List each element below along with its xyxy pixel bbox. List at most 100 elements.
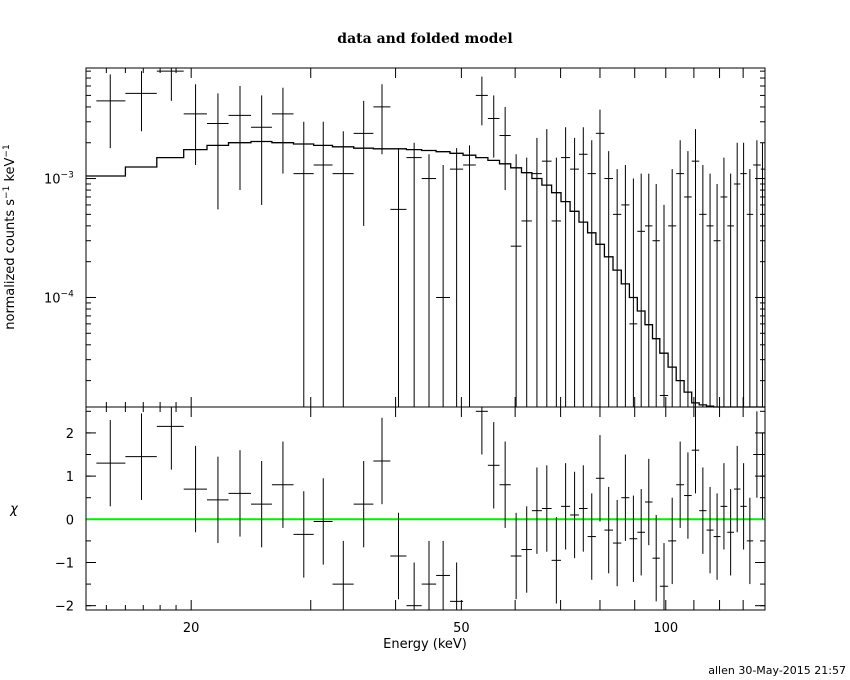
data-point — [183, 84, 207, 165]
residual-point — [612, 499, 622, 587]
data-point — [699, 164, 707, 407]
residual-point — [406, 562, 422, 610]
data-point — [629, 178, 638, 407]
spectrum-panel: 10−3 10−4 — [44, 68, 766, 610]
data-point — [570, 137, 579, 407]
data-point — [676, 140, 685, 407]
data-point — [720, 157, 728, 407]
chart-title: data and folded model — [337, 31, 512, 47]
data-point — [645, 173, 653, 407]
x-axis-label: Energy (keV) — [383, 637, 467, 652]
data-point — [228, 85, 252, 191]
y-tick-label: 10−4 — [44, 289, 74, 306]
data-point — [96, 74, 126, 149]
data-point — [463, 145, 476, 407]
y-tick-label: 1 — [66, 470, 74, 485]
residual-point — [156, 407, 184, 470]
data-point — [521, 157, 532, 407]
residual-point — [645, 458, 653, 546]
data-point — [541, 129, 552, 407]
data-point — [595, 109, 605, 407]
data-point — [578, 127, 588, 407]
model-curve — [86, 140, 765, 408]
residual-point — [228, 450, 252, 537]
residual-point — [604, 486, 613, 574]
residual-point — [727, 489, 734, 576]
residual-point — [561, 463, 571, 550]
residual-point — [510, 512, 522, 600]
y-label-exp1: −1 — [2, 186, 12, 199]
data-point — [373, 84, 391, 155]
data-point — [691, 129, 700, 407]
residual-point — [421, 540, 437, 610]
data-point — [713, 183, 721, 407]
residual-point — [373, 417, 391, 505]
residual-point — [652, 514, 660, 602]
data-point — [406, 142, 422, 407]
timestamp-footer: allen 30-May-2015 21:57 — [708, 664, 846, 677]
data-point — [475, 76, 488, 126]
spectrum-y-label: normalized counts s−1 keV−1 — [2, 144, 18, 329]
data-point — [733, 142, 741, 407]
residual-point — [760, 432, 765, 520]
residual-point — [125, 413, 157, 500]
x-tick-label: 50 — [453, 621, 470, 636]
data-point — [531, 137, 542, 407]
residual-point — [706, 486, 714, 574]
residual-point — [621, 454, 630, 541]
x-tick-label: 20 — [183, 621, 200, 636]
residual-panel-frame — [85, 406, 766, 611]
data-point — [604, 151, 613, 407]
y-label-mid: keV — [3, 157, 18, 185]
data-point — [421, 154, 437, 407]
data-point — [727, 173, 734, 407]
residual-point — [637, 489, 646, 576]
data-point — [449, 148, 464, 407]
residual-point — [676, 441, 685, 528]
y-tick-label: 10−3 — [44, 171, 74, 188]
data-point — [293, 121, 314, 407]
data-point — [313, 121, 333, 407]
data-point — [746, 169, 754, 407]
residual-point — [96, 419, 126, 507]
data-point — [156, 68, 184, 101]
data-point — [551, 157, 562, 407]
residual-point — [251, 460, 272, 548]
y-tick-label: −1 — [55, 556, 74, 571]
data-point — [668, 169, 677, 407]
residual-point — [449, 562, 464, 610]
residual-point — [521, 506, 532, 593]
residual-point — [531, 467, 542, 554]
data-point — [652, 183, 660, 407]
residual-point — [595, 435, 605, 522]
data-point — [706, 173, 714, 407]
residual-point — [668, 497, 677, 585]
data-point — [436, 164, 450, 407]
residual-point — [733, 445, 741, 533]
y-tick-label: 0 — [66, 513, 74, 528]
residual-point — [271, 441, 294, 528]
y-label-exp2: −1 — [2, 144, 12, 157]
x-tick-label: 100 — [653, 621, 678, 636]
residual-point — [332, 540, 354, 610]
residual-point — [499, 441, 511, 528]
residual-point — [541, 465, 552, 552]
residual-point — [740, 463, 747, 550]
data-point — [684, 151, 692, 407]
data-point — [271, 87, 294, 174]
residual-point — [353, 460, 374, 548]
residual-point — [587, 493, 596, 580]
data-point — [510, 154, 522, 407]
residual-point — [390, 512, 407, 600]
residual-point — [746, 497, 754, 585]
data-point — [561, 127, 571, 407]
data-point — [740, 142, 747, 407]
data-point — [753, 140, 761, 407]
residual-point — [691, 407, 700, 494]
y-label-main: normalized counts s — [3, 199, 18, 330]
data-point — [125, 71, 157, 132]
data-point — [659, 204, 669, 407]
data-point — [251, 95, 272, 205]
residual-point — [551, 517, 562, 604]
